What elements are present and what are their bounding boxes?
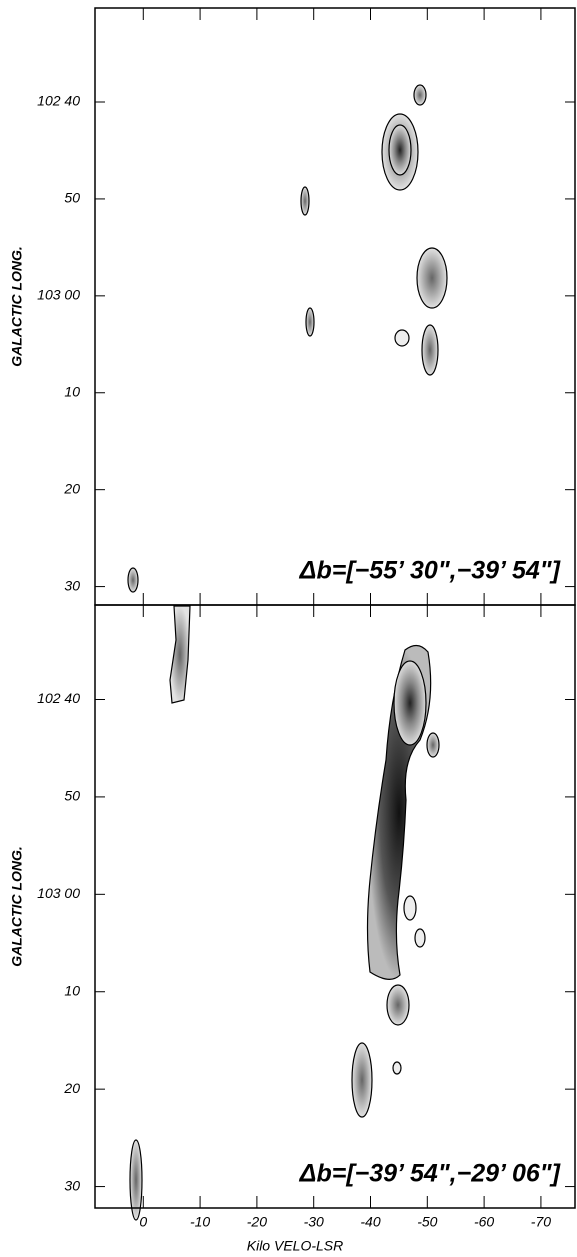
contour xyxy=(416,247,448,309)
contour xyxy=(426,732,440,758)
contour xyxy=(393,660,427,746)
y-axis-label: GALACTIC LONG. xyxy=(9,246,25,367)
y-axis-label: GALACTIC LONG. xyxy=(9,846,25,967)
contour xyxy=(413,84,427,106)
annotation: Δb=[−55’ 30",−39’ 54"] xyxy=(299,557,562,585)
x-tick-label: -30 xyxy=(304,1214,324,1230)
x-tick-label: -70 xyxy=(531,1214,551,1230)
y-tick-label: 102 40 xyxy=(37,690,80,706)
y-tick-label: 103 00 xyxy=(37,287,80,303)
annotation: Δb=[−39’ 54",−29’ 06"] xyxy=(299,1160,562,1188)
y-tick-label: 50 xyxy=(64,788,80,804)
plot-frame xyxy=(94,7,576,606)
x-tick-label: -60 xyxy=(474,1214,494,1230)
y-tick-label: 20 xyxy=(63,1080,80,1096)
contour xyxy=(351,1042,373,1118)
y-tick-label: 30 xyxy=(64,1177,80,1193)
x-tick-label: -20 xyxy=(247,1214,267,1230)
x-tick-label: -40 xyxy=(360,1214,380,1230)
x-tick-label: -10 xyxy=(190,1214,210,1230)
contour xyxy=(127,567,139,593)
x-tick-label: -50 xyxy=(417,1214,437,1230)
y-tick-label: 50 xyxy=(64,190,80,206)
contour xyxy=(386,984,410,1026)
y-tick-label: 10 xyxy=(64,982,80,998)
contours-bottom xyxy=(129,605,440,1221)
contour xyxy=(392,1061,402,1075)
contour xyxy=(305,307,315,337)
y-tick-label: 102 40 xyxy=(37,93,80,109)
x-axis-label: Kilo VELO-LSR xyxy=(247,1238,343,1254)
contour xyxy=(421,324,439,376)
y-tick-label: 30 xyxy=(64,577,80,593)
contours-top xyxy=(127,84,448,593)
contour xyxy=(300,186,310,216)
contour xyxy=(388,124,412,176)
y-tick-label: 103 00 xyxy=(37,885,80,901)
contour xyxy=(394,329,410,347)
x-tick-label: 0 xyxy=(139,1214,147,1230)
contour xyxy=(169,605,191,704)
contour xyxy=(414,928,426,948)
contour xyxy=(403,895,417,921)
y-tick-label: 10 xyxy=(64,383,80,399)
contour xyxy=(129,1139,143,1221)
y-tick-label: 20 xyxy=(63,480,80,496)
plot-frame xyxy=(94,604,576,1209)
